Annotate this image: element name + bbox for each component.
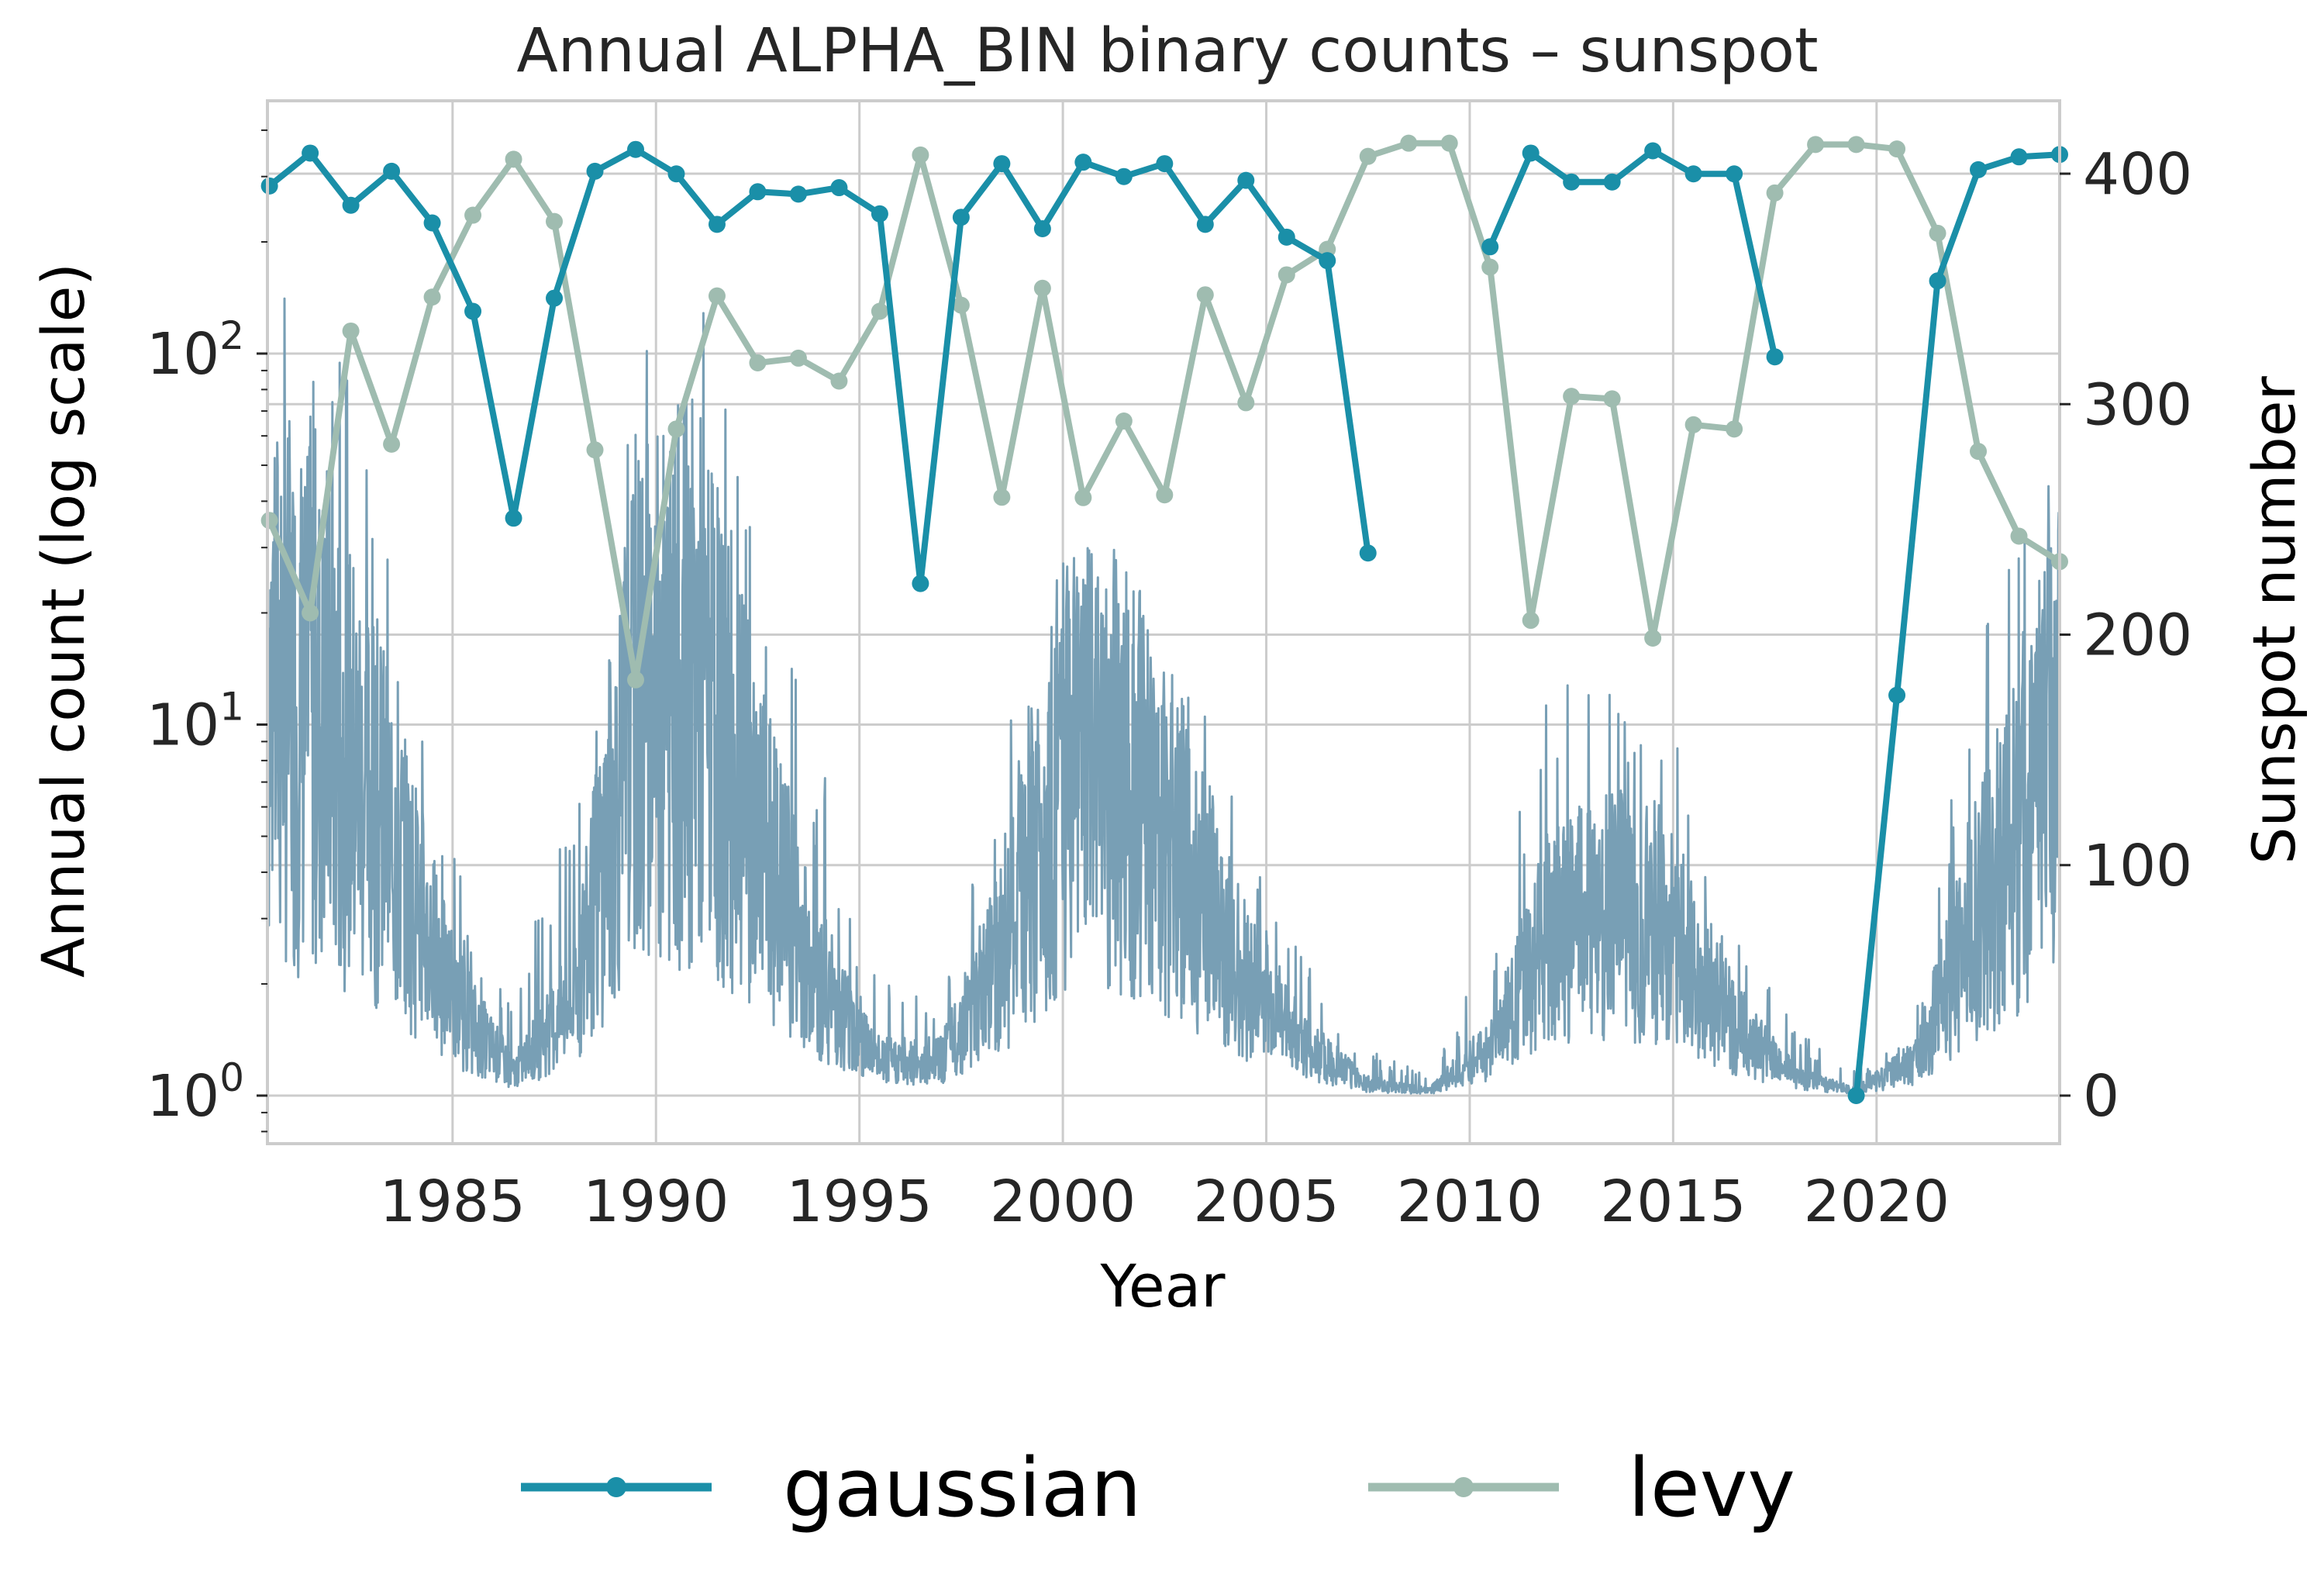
legend-marker-icon bbox=[606, 1477, 626, 1497]
svg-text:2020: 2020 bbox=[1804, 1168, 1950, 1235]
svg-text:102: 102 bbox=[147, 313, 244, 388]
svg-text:1990: 1990 bbox=[583, 1168, 729, 1235]
svg-text:2000: 2000 bbox=[990, 1168, 1136, 1235]
svg-text:300: 300 bbox=[2083, 371, 2192, 438]
legend-item-gaussian: gaussian bbox=[521, 1441, 1142, 1535]
svg-text:2015: 2015 bbox=[1600, 1168, 1746, 1235]
svg-text:1985: 1985 bbox=[380, 1168, 526, 1235]
legend-item-levy: levy bbox=[1368, 1441, 1795, 1535]
legend-marker-icon bbox=[1453, 1477, 1474, 1497]
legend-label: gaussian bbox=[783, 1441, 1142, 1535]
svg-text:100: 100 bbox=[2083, 833, 2192, 899]
line-series bbox=[260, 134, 2068, 1104]
left-y-axis-ticks: 100 101 102 bbox=[147, 129, 267, 1133]
svg-text:200: 200 bbox=[2083, 602, 2192, 669]
right-y-axis-ticks: 0 100 200 300 400 bbox=[2060, 141, 2192, 1130]
left-y-axis-label: Annual count (log scale) bbox=[29, 263, 98, 978]
svg-text:0: 0 bbox=[2083, 1063, 2119, 1130]
svg-text:100: 100 bbox=[147, 1055, 244, 1130]
right-y-axis-label: Sunspot number bbox=[2240, 376, 2308, 865]
plot-frame bbox=[266, 99, 2061, 1145]
svg-text:400: 400 bbox=[2083, 141, 2192, 208]
svg-text:101: 101 bbox=[147, 685, 244, 759]
legend-label: levy bbox=[1628, 1441, 1795, 1535]
legend: gaussian levy bbox=[521, 1441, 1795, 1535]
x-axis-ticks: 1985 1990 1995 2000 2005 2010 2015 2020 bbox=[380, 1168, 1950, 1235]
chart-title: Annual ALPHA_BIN binary counts – sunspot bbox=[516, 16, 1818, 86]
svg-text:1995: 1995 bbox=[787, 1168, 933, 1235]
x-axis-label: Year bbox=[1100, 1251, 1226, 1320]
svg-text:2010: 2010 bbox=[1397, 1168, 1543, 1235]
svg-text:2005: 2005 bbox=[1193, 1168, 1339, 1235]
sunspot-series bbox=[266, 297, 2060, 1095]
